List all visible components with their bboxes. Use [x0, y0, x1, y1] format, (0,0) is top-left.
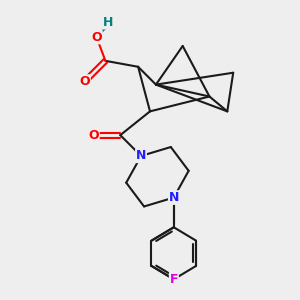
Text: O: O	[88, 129, 99, 142]
Text: O: O	[91, 31, 102, 44]
Text: N: N	[136, 149, 146, 162]
Text: H: H	[103, 16, 114, 29]
Text: O: O	[79, 75, 90, 88]
Text: O: O	[79, 75, 90, 88]
Text: N: N	[136, 149, 146, 162]
Text: O: O	[91, 31, 102, 44]
Text: O: O	[88, 129, 99, 142]
Text: F: F	[169, 273, 178, 286]
Text: N: N	[169, 191, 179, 204]
Text: F: F	[169, 273, 178, 286]
Text: H: H	[103, 16, 114, 29]
Text: N: N	[169, 191, 179, 204]
